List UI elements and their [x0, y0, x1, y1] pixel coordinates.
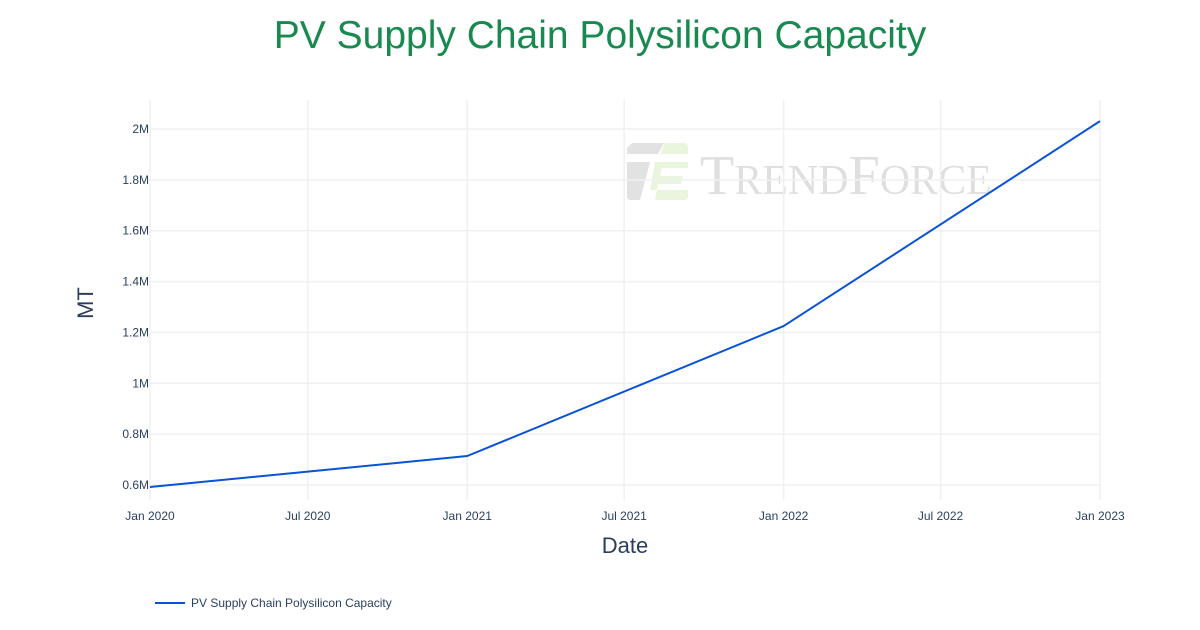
y-tick-label: 1.4M [122, 275, 149, 289]
y-tick-label: 1.6M [122, 224, 149, 238]
x-tick-label: Jan 2023 [1075, 509, 1125, 523]
series-line [149, 120, 1101, 489]
y-tick-label: 0.8M [122, 427, 149, 441]
y-axis-title: MT [73, 287, 98, 319]
watermark-text: TRENDFORCE [700, 145, 992, 207]
x-tick-label: Jul 2020 [285, 509, 331, 523]
y-tick-label: 1M [132, 376, 149, 390]
x-tick-label: Jan 2021 [443, 509, 493, 523]
y-tick-label: 1.2M [122, 325, 149, 339]
x-tick-label: Jul 2021 [601, 509, 647, 523]
x-axis-title: Date [602, 533, 648, 558]
x-tick-label: Jul 2022 [918, 509, 964, 523]
x-tick-label: Jan 2020 [125, 509, 175, 523]
legend-line-swatch [155, 602, 185, 604]
y-tick-label: 1.8M [122, 173, 149, 187]
legend-label: PV Supply Chain Polysilicon Capacity [191, 596, 392, 610]
y-tick-label: 2M [132, 122, 149, 136]
y-tick-label: 0.6M [122, 478, 149, 492]
trendforce-watermark-logo: TRENDFORCE [627, 143, 992, 207]
chart-title: PV Supply Chain Polysilicon Capacity [273, 14, 927, 57]
legend[interactable]: PV Supply Chain Polysilicon Capacity [155, 596, 392, 610]
x-tick-label: Jan 2022 [759, 509, 809, 523]
